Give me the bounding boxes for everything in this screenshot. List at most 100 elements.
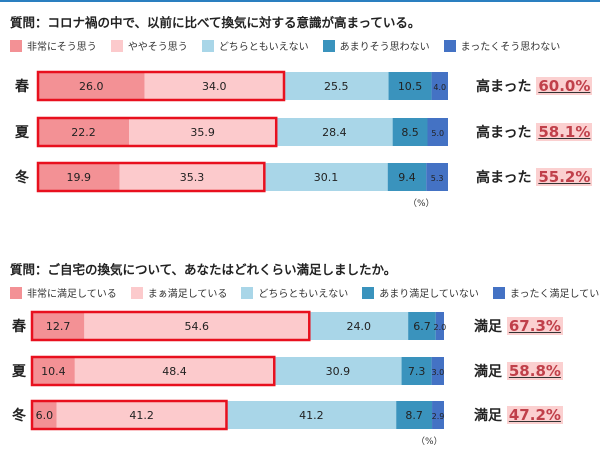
data-label: 41.2: [129, 409, 154, 422]
legend-item: まったく満足していない: [492, 285, 600, 300]
data-label: 54.6: [185, 320, 210, 333]
chart2-unit: （%）: [416, 437, 443, 447]
bar-segment: [388, 72, 432, 100]
data-label: 6.0: [36, 409, 54, 422]
chart2-legend: 非常に満足している まぁ満足している どちらともいえない あまり満足していない まったく…: [10, 285, 600, 300]
bar-segment: [32, 357, 75, 385]
legend-item: あまりそう思わない: [322, 38, 430, 53]
bar-segment: [408, 312, 436, 340]
summary-text: 満足: [474, 408, 502, 424]
bar-segment: [56, 401, 227, 429]
bar-segment: [264, 163, 388, 191]
legend-label: 非常にそう思う: [27, 42, 97, 53]
legend-swatch: [492, 286, 505, 299]
data-label: 10.4: [41, 365, 66, 378]
bar-segment: [427, 118, 448, 146]
data-label: 41.2: [299, 409, 324, 422]
category-label: 冬: [15, 169, 29, 186]
legend-item: ややそう思う: [110, 38, 188, 53]
category-label: 冬: [12, 407, 26, 424]
legend-label: 非常に満足している: [27, 289, 117, 300]
legend-item: あまり満足していない: [362, 285, 479, 300]
data-label: 48.4: [162, 365, 187, 378]
bar-segment: [435, 312, 444, 340]
summary-text: 満足: [474, 364, 502, 380]
legend-item: まったくそう思わない: [443, 38, 560, 53]
bar-segment: [38, 72, 145, 100]
summary-label: 高まった 58.1%: [476, 122, 593, 142]
bar-segment: [32, 401, 57, 429]
legend-label: あまり満足していない: [379, 289, 479, 300]
legend-item: どちらともいえない: [201, 38, 309, 53]
bar-segment: [84, 312, 310, 340]
summary-label: 満足 58.8%: [474, 361, 563, 381]
legend-label: ややそう思う: [127, 42, 188, 53]
data-label: 5.3: [431, 174, 444, 183]
data-label: 9.4: [398, 171, 416, 184]
bar-segment: [274, 357, 402, 385]
legend-label: あまりそう思わない: [339, 42, 430, 53]
summary-label: 高まった 60.0%: [476, 76, 593, 96]
legend-swatch: [10, 39, 22, 52]
legend-item: まぁ満足している: [130, 285, 228, 300]
bar-segment: [119, 163, 265, 191]
data-label: 10.5: [398, 80, 423, 93]
summary-text: 高まった: [476, 125, 532, 141]
bar-segment: [401, 357, 432, 385]
summary-value: 47.2%: [506, 406, 563, 424]
summary-text: 高まった: [476, 170, 532, 186]
summary-text: 満足: [474, 319, 502, 335]
data-label: 3.0: [431, 368, 444, 377]
legend-item: 非常にそう思う: [10, 38, 97, 53]
summary-value: 60.0%: [536, 77, 593, 95]
category-label: 春: [14, 78, 30, 95]
summary-text: 高まった: [476, 79, 532, 95]
legend-swatch: [110, 39, 123, 52]
bar-segment: [426, 163, 448, 191]
data-label: 24.0: [346, 320, 371, 333]
bar-segment: [309, 312, 409, 340]
legend-swatch: [322, 39, 335, 52]
legend-swatch: [201, 39, 214, 52]
bar-segment: [276, 118, 393, 146]
bar-segment: [32, 312, 85, 340]
summary-value: 55.2%: [536, 168, 593, 186]
summary-label: 満足 67.3%: [474, 316, 563, 336]
data-label: 5.0: [431, 129, 444, 138]
data-label: 19.9: [67, 171, 92, 184]
data-label: 28.4: [322, 126, 347, 139]
bar-segment: [284, 72, 389, 100]
data-label: 8.5: [401, 126, 419, 139]
chart1-legend: 非常にそう思う ややそう思う どちらともいえない あまりそう思わない まったくそう思わな…: [10, 38, 560, 53]
bar-segment: [431, 72, 448, 100]
highlight-box: [36, 116, 278, 148]
data-label: 30.1: [314, 171, 339, 184]
legend-swatch: [130, 286, 143, 299]
data-label: 35.3: [180, 171, 205, 184]
legend-item: 非常に満足している: [10, 285, 117, 300]
legend-label: まったく満足していない: [509, 289, 600, 300]
bar-segment: [387, 163, 427, 191]
summary-value: 58.1%: [536, 123, 593, 141]
data-label: 26.0: [79, 80, 104, 93]
data-label: 22.2: [71, 126, 96, 139]
highlight-box: [30, 310, 311, 342]
data-label: 6.7: [413, 320, 431, 333]
data-label: 2.0: [434, 323, 447, 332]
summary-label: 高まった 55.2%: [476, 167, 593, 187]
data-label: 30.9: [326, 365, 351, 378]
bar-segment: [74, 357, 275, 385]
bar-segment: [432, 401, 444, 429]
top-border: [0, 0, 600, 2]
data-label: 12.7: [46, 320, 71, 333]
legend-label: まぁ満足している: [147, 289, 228, 300]
bar-segment: [431, 357, 444, 385]
bar-segment: [144, 72, 284, 100]
bar-segment: [129, 118, 277, 146]
data-label: 4.0: [433, 83, 446, 92]
bar-segment: [392, 118, 428, 146]
legend-swatch: [241, 286, 254, 299]
bar-segment: [226, 401, 397, 429]
category-label: 春: [11, 318, 27, 335]
